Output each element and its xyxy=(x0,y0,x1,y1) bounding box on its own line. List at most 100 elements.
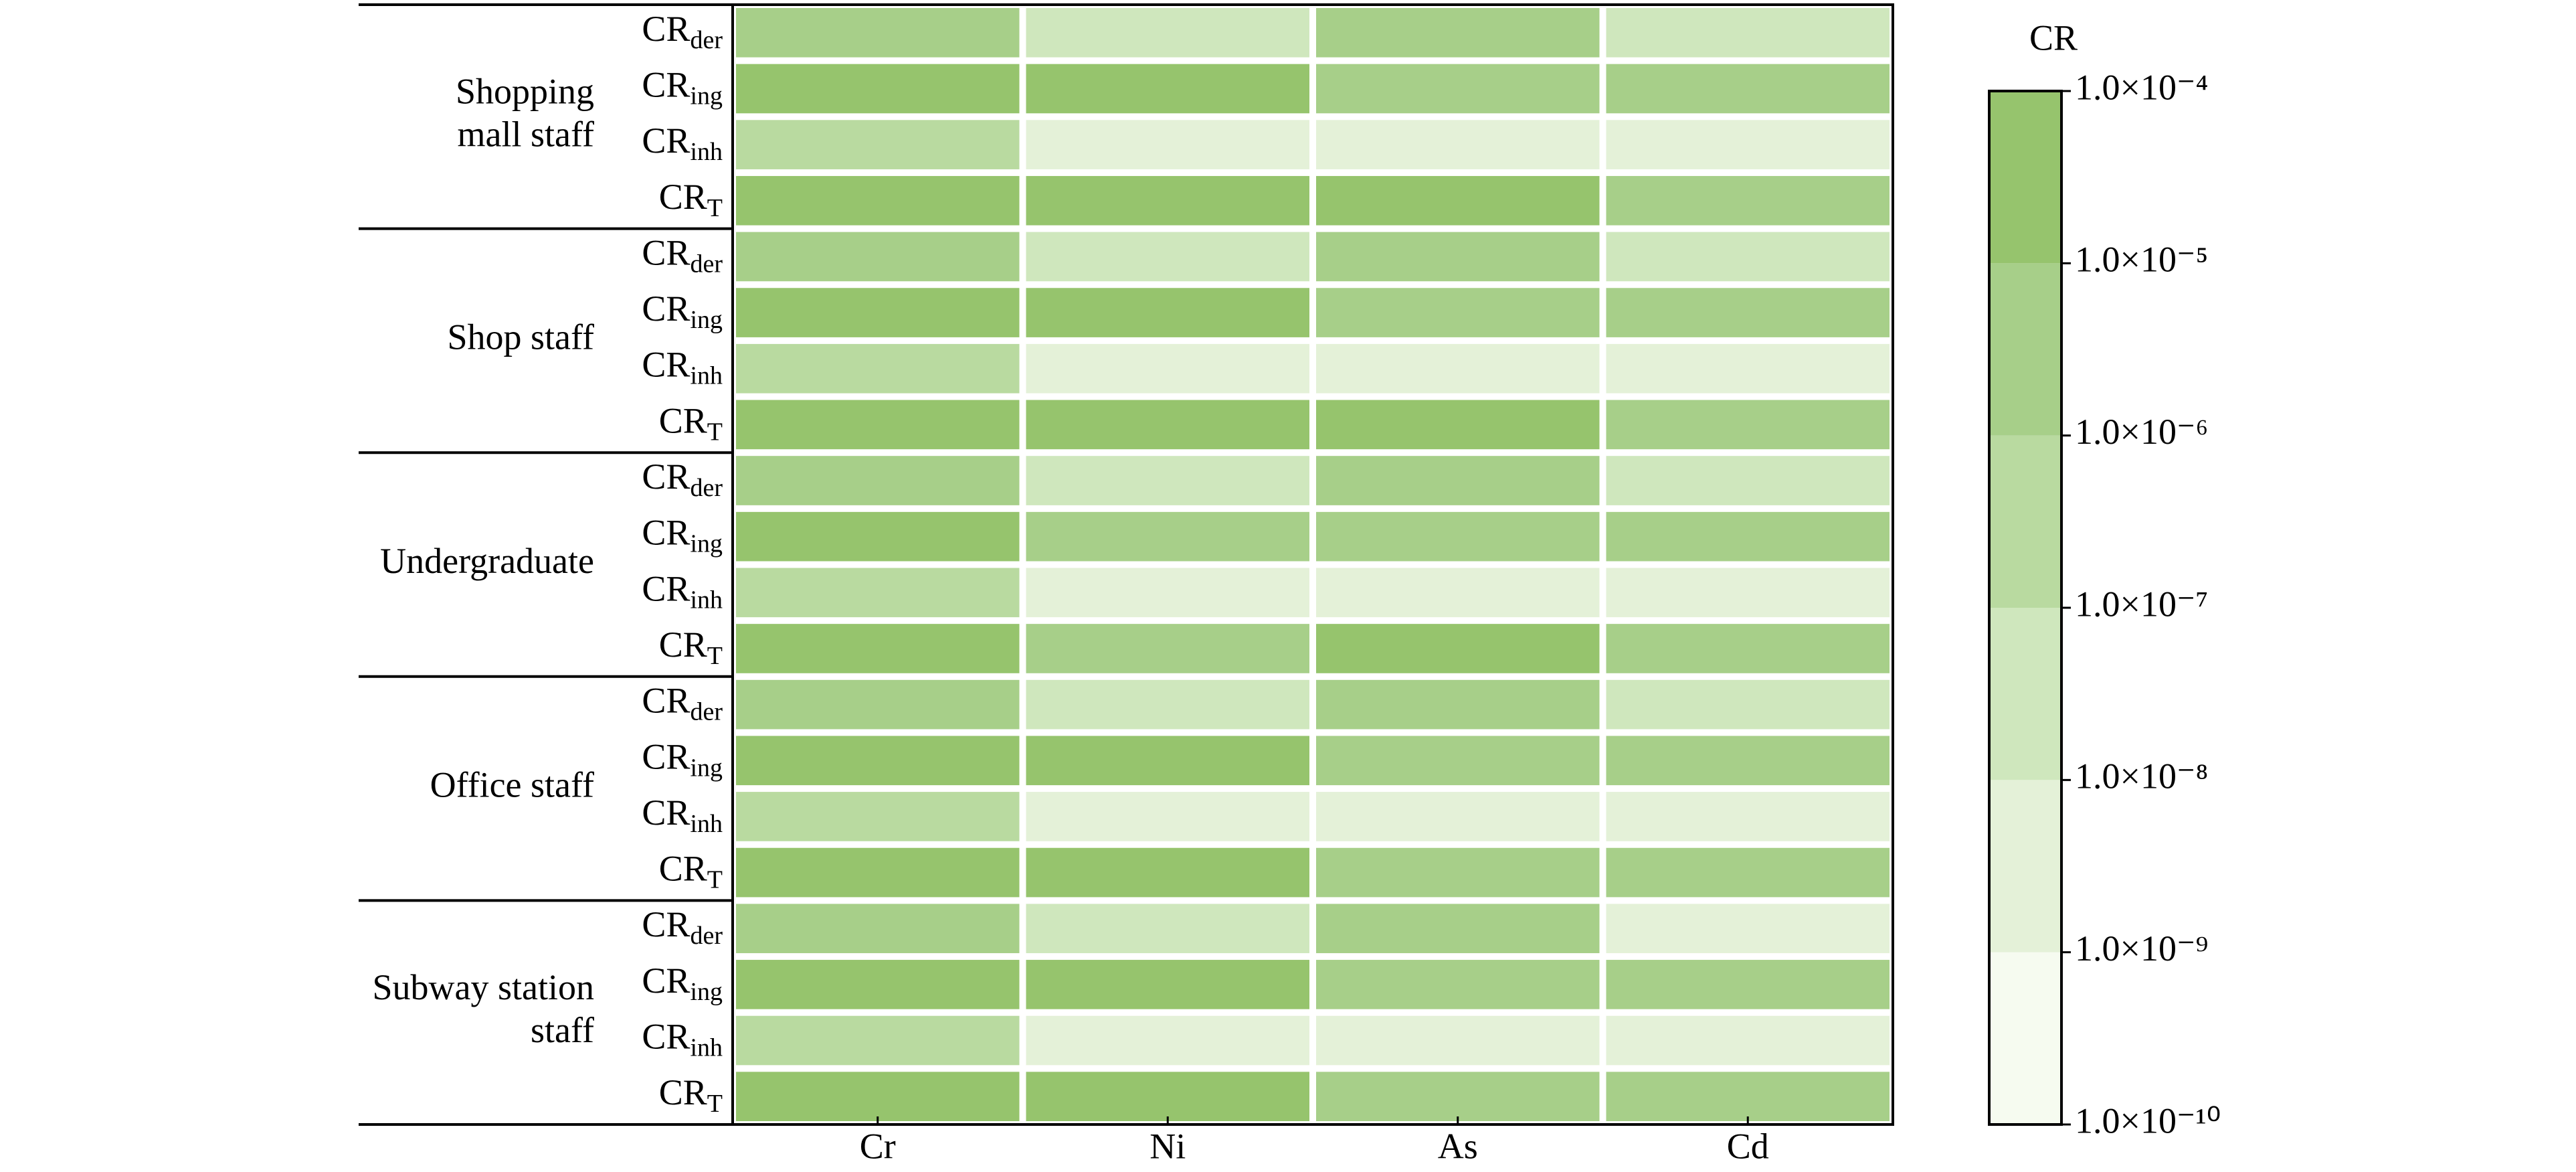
heatmap-cell xyxy=(1316,8,1600,58)
heatmap-cell xyxy=(1316,624,1600,673)
row-label-main: CR xyxy=(642,681,690,721)
heatmap-cell xyxy=(1606,288,1890,337)
row-label-main: CR xyxy=(642,905,690,945)
heatmap-cell xyxy=(736,624,1020,673)
colorbar-tick-label: 1.0×10⁻⁴ xyxy=(2075,67,2208,107)
heatmap-cell xyxy=(1316,288,1600,337)
row-label-main: CR xyxy=(642,9,690,49)
heatmap-cell xyxy=(1316,511,1600,562)
row-label-sub: T xyxy=(707,865,723,894)
row-label-sub: der xyxy=(690,697,723,726)
colorbar-segment xyxy=(1989,608,2061,780)
row-label-sub: T xyxy=(707,642,723,670)
colorbar-segment xyxy=(1989,952,2061,1124)
heatmap-cell xyxy=(1026,456,1309,505)
heatmap-cell xyxy=(1026,1072,1309,1121)
row-label-main: CR xyxy=(659,624,707,665)
heatmap-cell xyxy=(1606,1072,1890,1121)
heatmap-cell xyxy=(1026,847,1309,898)
heatmap-cell xyxy=(1606,343,1890,394)
heatmap-cell xyxy=(736,1072,1020,1121)
row-label: CRing xyxy=(642,737,723,782)
heatmap-cell xyxy=(1026,400,1309,450)
row-label: CRinh xyxy=(642,1017,723,1062)
row-label: CRder xyxy=(642,233,723,278)
row-label: CRT xyxy=(659,401,723,446)
row-label-sub: der xyxy=(690,250,723,278)
heatmap-cell xyxy=(1606,736,1890,786)
row-label: CRinh xyxy=(642,121,723,166)
heatmap-cell xyxy=(736,120,1020,169)
row-label-main: CR xyxy=(642,456,690,497)
row-label: CRT xyxy=(659,177,723,222)
row-label: CRT xyxy=(659,1073,723,1118)
row-label: CRder xyxy=(642,905,723,950)
heatmap-cell xyxy=(1026,736,1309,786)
heatmap-cell xyxy=(1316,847,1600,898)
group-label: mall staff xyxy=(458,114,594,155)
row-label-main: CR xyxy=(642,65,690,105)
heatmap-cell xyxy=(1026,120,1309,169)
row-label: CRing xyxy=(642,288,723,333)
heatmap-cell xyxy=(736,343,1020,394)
colorbar-tick-label: 1.0×10⁻⁶ xyxy=(2075,412,2208,452)
row-label-main: CR xyxy=(642,960,690,1001)
row-label-main: CR xyxy=(659,177,707,217)
heatmap-cell xyxy=(1316,792,1600,841)
heatmap-cell xyxy=(1606,624,1890,673)
row-label-main: CR xyxy=(642,288,690,329)
heatmap-cell xyxy=(1606,8,1890,58)
row-label-sub: ing xyxy=(690,82,723,110)
heatmap-cell xyxy=(736,960,1020,1009)
colorbar-tick-label: 1.0×10⁻⁸ xyxy=(2075,756,2208,797)
row-label-sub: inh xyxy=(690,138,723,166)
row-label-main: CR xyxy=(642,569,690,609)
heatmap-cell xyxy=(1316,904,1600,954)
row-label-main: CR xyxy=(642,233,690,273)
colorbar-segment xyxy=(1989,263,2061,436)
row-label-main: CR xyxy=(642,345,690,385)
heatmap-cell xyxy=(1606,456,1890,505)
row-label-main: CR xyxy=(642,792,690,833)
row-label-sub: inh xyxy=(690,810,723,838)
heatmap-cell xyxy=(1026,904,1309,954)
row-label-main: CR xyxy=(659,849,707,889)
heatmap-cell xyxy=(1316,120,1600,169)
row-label-sub: ing xyxy=(690,754,723,782)
row-label: CRing xyxy=(642,65,723,110)
heatmap-cell xyxy=(1316,1072,1600,1121)
heatmap-cell xyxy=(1026,960,1309,1009)
heatmap-cell xyxy=(736,736,1020,786)
heatmap-cell xyxy=(1606,175,1890,226)
group-label: Undergraduate xyxy=(380,541,594,581)
row-label: CRinh xyxy=(642,792,723,837)
heatmap-cell xyxy=(1606,568,1890,618)
row-label: CRing xyxy=(642,513,723,558)
heatmap-cell xyxy=(1026,1015,1309,1066)
heatmap-cell xyxy=(1606,400,1890,450)
heatmap-cell xyxy=(736,679,1020,730)
group-label: staff xyxy=(531,1010,594,1050)
heatmap-cell xyxy=(736,847,1020,898)
heatmap-cell xyxy=(736,232,1020,282)
row-label-sub: der xyxy=(690,474,723,502)
row-label: CRder xyxy=(642,456,723,501)
colorbar-tick-label: 1.0×10⁻⁹ xyxy=(2075,928,2208,969)
heatmap-cell xyxy=(1316,456,1600,505)
row-label: CRing xyxy=(642,960,723,1005)
colorbar-tick-label: 1.0×10⁻⁵ xyxy=(2075,240,2208,280)
heatmap-cell xyxy=(1316,175,1600,226)
row-label-sub: der xyxy=(690,26,723,54)
group-label: Shop staff xyxy=(447,317,594,357)
colorbar-segment xyxy=(1989,780,2061,952)
heatmap-cell xyxy=(736,904,1020,954)
heatmap-cell xyxy=(1316,736,1600,786)
heatmap-cell xyxy=(736,792,1020,841)
heatmap-cell xyxy=(1606,232,1890,282)
heatmap-cell xyxy=(1026,8,1309,58)
row-label-main: CR xyxy=(659,401,707,441)
colorbar-tick-label: 1.0×10⁻⁷ xyxy=(2075,584,2208,624)
heatmap-cell xyxy=(736,568,1020,618)
